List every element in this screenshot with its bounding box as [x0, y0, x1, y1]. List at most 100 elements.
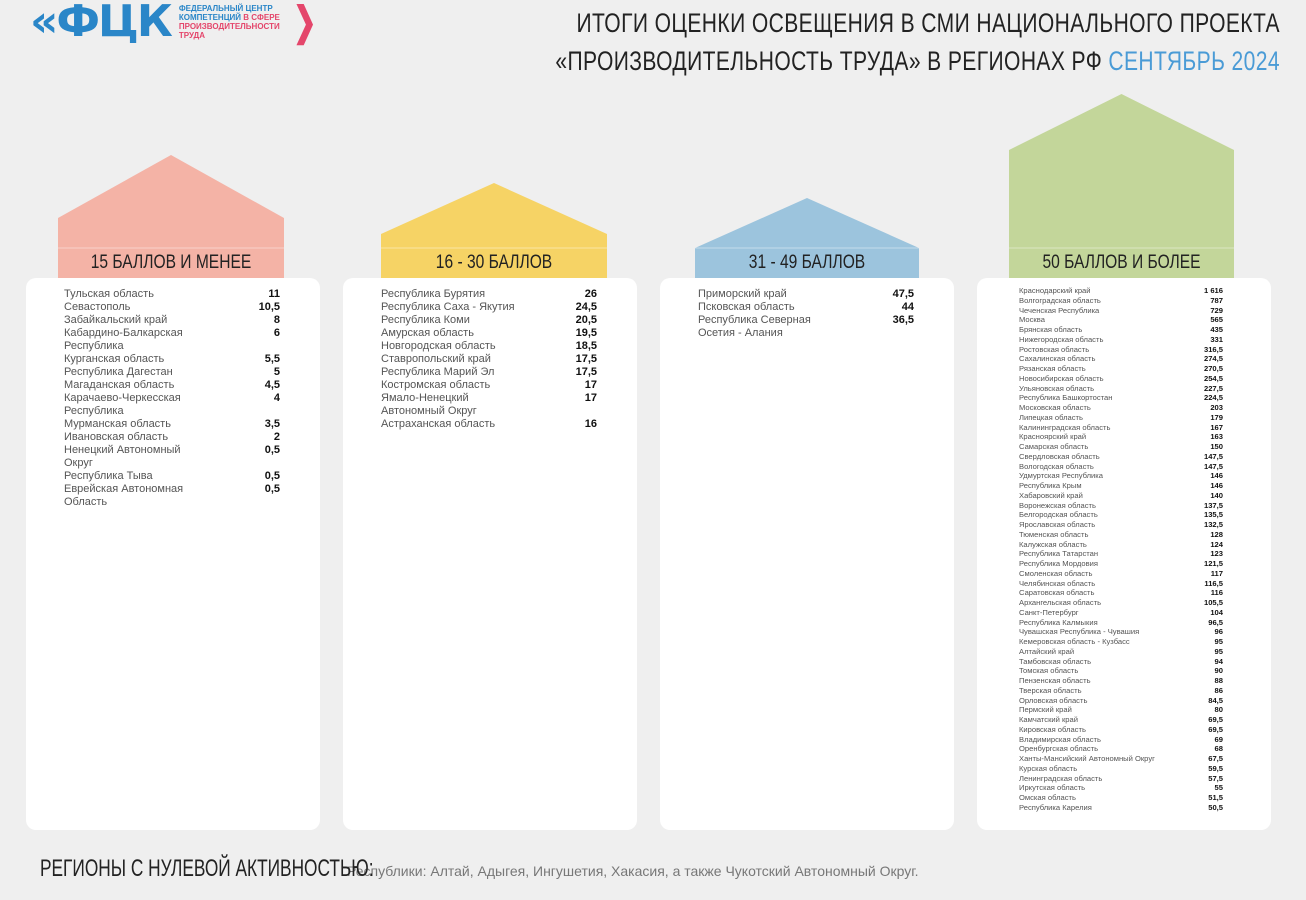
region-score: 123: [1210, 549, 1223, 559]
region-row: Курская область 59,5: [1019, 764, 1223, 774]
region-score: 163: [1210, 432, 1223, 442]
group-card-1: Тульская область 11 Севастополь 10,5 Забайка…: [26, 278, 320, 830]
logo-text: ФЕДЕРАЛЬНЫЙ ЦЕНТР КОМПЕТЕНЦИЙ В СФЕРЕ ПР…: [179, 4, 280, 40]
region-score: 1 616: [1203, 286, 1223, 295]
region-row: Ростовская область 316,5: [1019, 345, 1223, 355]
region-name: Псковская область: [698, 301, 795, 313]
region-score: 729: [1210, 305, 1223, 315]
region-score: 140: [1210, 490, 1223, 500]
region-score: 17,5: [575, 366, 597, 378]
region-name: Астраханская область: [381, 418, 496, 430]
region-name: Санкт-Петербург: [1019, 607, 1079, 617]
group-header-1: 15 БАЛЛОВ И МЕНЕЕ: [58, 155, 284, 278]
region-name: Калужская область: [1019, 539, 1087, 549]
region-score: 124: [1210, 539, 1223, 549]
region-score: 84,5: [1208, 695, 1223, 705]
region-row: Санкт-Петербург 104: [1019, 608, 1223, 618]
region-name: Нижегородская область: [1019, 334, 1104, 344]
group-header-3: 31 - 49 БАЛЛОВ: [695, 198, 919, 278]
region-score: 565: [1210, 315, 1223, 325]
region-row: Белгородская область 135,5: [1019, 510, 1223, 520]
region-row: Архангельская область 105,5: [1019, 598, 1223, 608]
region-name: Курская область: [1019, 763, 1078, 773]
region-row: Москва 565: [1019, 315, 1223, 325]
region-score: 331: [1210, 334, 1223, 344]
region-row: Республика Башкортостан 224,5: [1019, 393, 1223, 403]
region-row: Мурманская область 3,5: [64, 418, 280, 431]
region-name: Чеченская Республика: [1019, 305, 1100, 315]
region-name: Ярославская область: [1019, 520, 1096, 529]
region-row: Тамбовская область 94: [1019, 657, 1223, 667]
region-score: 4: [273, 392, 280, 404]
region-row: Магаданская область 4,5: [64, 379, 280, 392]
region-name: Тамбовская область: [1019, 656, 1092, 666]
region-score: 17: [584, 392, 597, 404]
region-score: 224,5: [1203, 393, 1223, 403]
region-score: 3,5: [264, 418, 280, 430]
region-row: Пермский край 80: [1019, 705, 1223, 715]
region-row: Псковская область 44: [698, 301, 914, 314]
region-row: Орловская область 84,5: [1019, 696, 1223, 706]
region-name: Кировская область: [1019, 724, 1086, 734]
region-row: Ульяновская область 227,5: [1019, 384, 1223, 394]
region-row: Еврейская Автономная Область 0,5: [64, 483, 280, 509]
region-row: Камчатский край 69,5: [1019, 715, 1223, 725]
region-name: Липецкая область: [1019, 412, 1083, 422]
logo-line: ФЕДЕРАЛЬНЫЙ ЦЕНТР: [178, 4, 273, 13]
region-name: Воронежская область: [1019, 500, 1096, 510]
region-row: Республика Саха - Якутия 24,5: [381, 301, 597, 314]
region-name: Тюменская область: [1019, 529, 1089, 539]
region-score: 146: [1210, 481, 1223, 490]
region-score: 6: [273, 327, 280, 339]
region-score: 11: [268, 288, 280, 300]
region-name: Ненецкий Автономный Округ: [64, 444, 181, 469]
region-name: Удмуртская Республика: [1019, 471, 1103, 481]
house-shape: [381, 183, 607, 278]
region-row: Севастополь 10,5: [64, 301, 280, 314]
region-name: Томская область: [1019, 666, 1079, 676]
region-score: 55: [1214, 783, 1223, 793]
region-score: 90: [1214, 666, 1223, 676]
region-score: 69,5: [1208, 715, 1223, 724]
region-row: Республика Крым 146: [1019, 481, 1223, 491]
region-row: Калининградская область 167: [1019, 423, 1223, 433]
region-score: 94: [1214, 656, 1223, 666]
region-row: Тюменская область 128: [1019, 530, 1223, 540]
footer: РЕГИОНЫ С НУЛЕВОЙ АКТИВНОСТЬЮ: Республик…: [40, 855, 919, 883]
region-row: Ханты-Мансийский Автономный Округ 67,5: [1019, 754, 1223, 764]
region-row: Калужская область 124: [1019, 540, 1223, 550]
region-row: Ивановская область 2: [64, 431, 280, 444]
region-row: Ярославская область 132,5: [1019, 520, 1223, 530]
house-shape: [695, 198, 919, 278]
region-name: Республика Мордовия: [1019, 559, 1098, 568]
title-period: СЕНТЯБРЬ 2024: [1108, 46, 1280, 76]
logo-mark: «ФЦК: [30, 0, 173, 47]
region-row: Ямало-Ненецкий Автономный Округ 17: [381, 392, 597, 418]
region-score: 5: [273, 366, 280, 378]
region-name: Ульяновская область: [1019, 383, 1095, 393]
region-row: Липецкая область 179: [1019, 413, 1223, 423]
logo-line: ТРУДА: [178, 31, 206, 40]
region-name: Орловская область: [1019, 695, 1088, 705]
region-row: Приморский край 47,5: [698, 288, 914, 301]
region-score: 18,5: [575, 340, 597, 352]
region-row: Забайкальский край 8: [64, 314, 280, 327]
region-name: Ленинградская область: [1019, 773, 1103, 783]
region-score: 19,5: [575, 327, 597, 339]
region-name: Республика Татарстан: [1019, 549, 1099, 559]
region-row: Хабаровский край 140: [1019, 491, 1223, 501]
footer-text: Республики: Алтай, Адыгея, Ингушетия, Ха…: [347, 863, 919, 879]
region-row: Республика Калмыкия 96,5: [1019, 618, 1223, 628]
region-name: Республика Башкортостан: [1019, 393, 1113, 403]
region-name: Челябинская область: [1019, 578, 1096, 588]
region-row: Ставропольский край 17,5: [381, 353, 597, 366]
group-card-3: Приморский край 47,5 Псковская область 44 Ре…: [660, 278, 954, 830]
region-score: 179: [1210, 412, 1223, 422]
region-score: 117: [1210, 568, 1223, 578]
region-row: Саратовская область 116: [1019, 588, 1223, 598]
region-score: 8: [273, 314, 280, 326]
region-name: Республика Марий Эл: [381, 366, 495, 378]
region-name: Забайкальский край: [64, 314, 168, 326]
region-score: 135,5: [1203, 510, 1223, 520]
region-row: Республика Татарстан 123: [1019, 549, 1223, 559]
